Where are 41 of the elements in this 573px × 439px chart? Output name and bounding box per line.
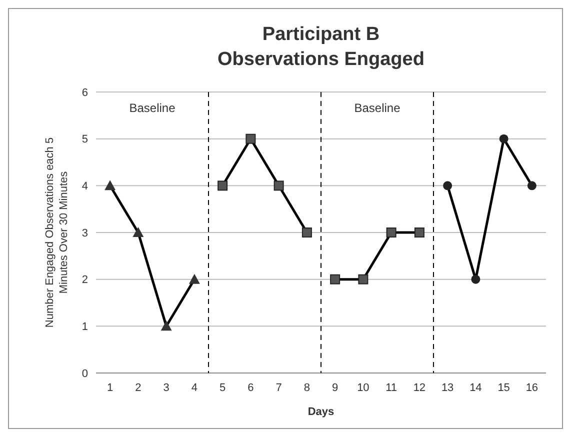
x-tick-label: 6 [248,382,254,394]
x-tick-label: 12 [413,382,426,394]
x-tick-label: 14 [470,382,482,394]
point [330,274,340,284]
x-tick-label: 9 [332,382,338,394]
point [302,228,312,238]
y-tick-label: 2 [82,274,88,286]
x-tick-label: 3 [163,382,170,394]
x-tick-label: 10 [357,382,370,394]
x-tick-label: 8 [304,382,310,394]
y-tick-label: 0 [82,368,88,380]
y-tick-label: 5 [82,134,88,146]
annotation: Baseline [354,101,401,115]
x-tick-label: 5 [220,382,226,394]
point [527,181,536,190]
y-tick-label: 1 [82,321,88,334]
point [386,228,396,238]
x-tick-label: 1 [107,382,114,394]
x-axis-title: Days [308,406,334,418]
x-tick-label: 16 [526,382,538,394]
y-axis-title: Number Engaged Observations each 5 Minutes Over 30 Minutes [44,137,70,328]
point [499,134,508,144]
point [246,134,256,144]
point [218,180,228,191]
point [274,180,284,191]
x-tick-label: 2 [135,382,142,394]
x-tick-label: 7 [276,382,282,394]
point [471,274,480,284]
x-tick-label: 15 [498,382,510,394]
y-tick-label: 4 [82,180,88,193]
x-tick-label: 13 [441,382,454,394]
annotation: Baseline [129,101,176,115]
point [414,228,424,238]
x-tick-label: 11 [386,382,398,394]
point [358,274,368,284]
chart-subtitle: Observations Engaged [218,49,424,70]
point [443,181,452,190]
x-tick-label: 4 [191,382,198,394]
y-tick-label: 6 [82,86,88,99]
chart-title: Participant B [262,24,380,45]
y-tick-label: 3 [82,227,88,240]
